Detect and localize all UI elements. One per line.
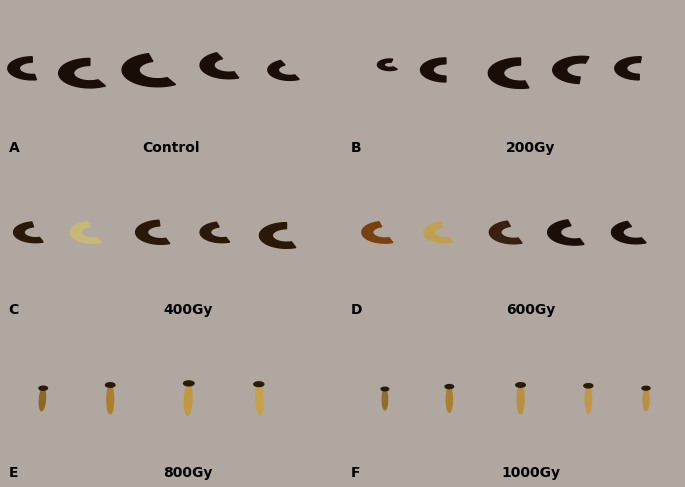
Polygon shape: [516, 383, 525, 387]
Text: D: D: [351, 303, 362, 317]
Polygon shape: [446, 387, 452, 412]
Polygon shape: [381, 387, 388, 391]
Polygon shape: [254, 382, 264, 387]
Polygon shape: [260, 223, 296, 248]
Polygon shape: [548, 220, 584, 245]
Polygon shape: [643, 388, 649, 411]
Polygon shape: [553, 56, 589, 84]
Polygon shape: [362, 222, 393, 243]
Polygon shape: [421, 58, 446, 82]
Polygon shape: [14, 222, 43, 243]
Polygon shape: [200, 53, 239, 79]
Text: F: F: [351, 466, 360, 480]
Polygon shape: [107, 385, 114, 414]
Polygon shape: [585, 386, 592, 413]
Polygon shape: [184, 381, 194, 386]
Text: Control: Control: [142, 141, 200, 155]
Polygon shape: [256, 384, 263, 414]
Polygon shape: [39, 388, 46, 411]
Text: C: C: [8, 303, 18, 317]
Polygon shape: [517, 385, 524, 414]
Polygon shape: [424, 222, 452, 243]
Polygon shape: [39, 386, 47, 390]
Polygon shape: [122, 54, 175, 87]
Text: B: B: [351, 141, 362, 155]
Polygon shape: [59, 58, 105, 88]
Polygon shape: [382, 389, 388, 410]
Polygon shape: [584, 384, 593, 388]
Polygon shape: [136, 220, 170, 244]
Polygon shape: [105, 383, 115, 387]
Polygon shape: [268, 60, 299, 80]
Polygon shape: [642, 386, 650, 390]
Polygon shape: [184, 383, 192, 415]
Polygon shape: [612, 222, 646, 244]
Text: 400Gy: 400Gy: [164, 303, 213, 317]
Polygon shape: [70, 222, 101, 243]
Text: E: E: [8, 466, 18, 480]
Text: A: A: [8, 141, 19, 155]
Text: 800Gy: 800Gy: [164, 466, 213, 480]
Polygon shape: [615, 57, 641, 80]
Polygon shape: [489, 221, 522, 244]
Text: 1000Gy: 1000Gy: [501, 466, 560, 480]
Text: 600Gy: 600Gy: [506, 303, 556, 317]
Text: 200Gy: 200Gy: [506, 141, 556, 155]
Polygon shape: [8, 57, 36, 80]
Polygon shape: [488, 58, 529, 88]
Polygon shape: [445, 385, 453, 389]
Polygon shape: [377, 59, 397, 71]
Polygon shape: [200, 222, 229, 243]
